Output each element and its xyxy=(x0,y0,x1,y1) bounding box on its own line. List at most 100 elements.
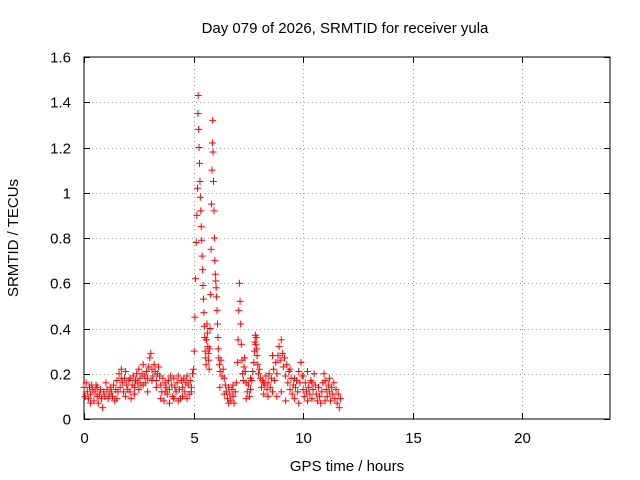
data-point xyxy=(170,395,178,403)
data-point xyxy=(161,388,169,396)
data-point xyxy=(170,374,178,382)
data-point xyxy=(310,370,318,378)
data-point xyxy=(266,383,274,391)
data-point xyxy=(186,377,194,385)
data-point xyxy=(190,347,198,355)
data-point xyxy=(150,361,158,369)
data-point xyxy=(233,358,241,366)
data-point xyxy=(255,365,263,373)
data-point xyxy=(265,370,273,378)
x-axis-label: GPS time / hours xyxy=(290,458,404,475)
y-tick-label: 0.8 xyxy=(50,231,71,248)
data-point xyxy=(126,388,134,396)
data-point xyxy=(146,354,154,362)
data-point xyxy=(196,193,204,201)
data-point xyxy=(254,361,262,369)
data-point xyxy=(196,177,204,185)
data-point xyxy=(203,320,211,328)
data-point xyxy=(260,390,268,398)
data-point xyxy=(117,374,125,382)
data-point xyxy=(297,358,305,366)
data-point xyxy=(275,343,283,351)
data-point xyxy=(82,379,90,387)
data-point xyxy=(204,349,212,357)
data-point xyxy=(242,395,250,403)
data-point xyxy=(194,91,202,99)
data-point xyxy=(211,257,219,265)
data-point xyxy=(197,223,205,231)
data-point xyxy=(235,279,243,287)
data-point xyxy=(301,379,309,387)
data-point xyxy=(183,372,191,380)
data-point xyxy=(174,397,182,405)
data-point xyxy=(200,309,208,317)
data-point xyxy=(206,345,214,353)
y-tick-label: 0.4 xyxy=(50,322,71,339)
data-point xyxy=(195,144,203,151)
data-point xyxy=(99,404,107,412)
data-point xyxy=(234,336,242,344)
data-point xyxy=(205,356,213,364)
chart-title: Day 079 of 2026, SRMTID for receiver yul… xyxy=(202,20,489,37)
data-point xyxy=(199,282,207,290)
data-point xyxy=(181,388,189,396)
data-point xyxy=(231,388,239,396)
data-point xyxy=(157,395,165,403)
data-point xyxy=(205,365,213,373)
data-point xyxy=(332,386,340,394)
data-point xyxy=(118,379,126,387)
data-point xyxy=(212,284,220,292)
data-point xyxy=(122,392,130,400)
x-tick-label: 20 xyxy=(514,430,531,447)
data-point xyxy=(304,367,312,375)
data-point xyxy=(252,340,260,348)
data-point xyxy=(122,367,130,375)
data-point xyxy=(318,388,326,396)
data-point xyxy=(107,388,115,396)
data-point xyxy=(197,207,205,215)
data-point xyxy=(198,252,206,260)
data-point xyxy=(126,374,134,382)
data-point xyxy=(220,374,228,382)
data-point xyxy=(268,352,276,360)
data-point xyxy=(207,291,215,299)
data-point xyxy=(229,381,237,389)
data-point xyxy=(94,399,102,407)
data-point xyxy=(193,211,201,219)
data-series-srmtid xyxy=(80,91,344,412)
data-point xyxy=(215,361,223,369)
data-point xyxy=(321,377,329,385)
data-point xyxy=(216,383,224,391)
data-point xyxy=(211,270,219,278)
data-point xyxy=(194,110,202,118)
data-point xyxy=(306,390,314,398)
data-point xyxy=(315,383,323,391)
data-point xyxy=(199,266,207,274)
data-point xyxy=(236,297,244,305)
data-point xyxy=(208,200,216,208)
data-point xyxy=(325,374,333,382)
data-point xyxy=(135,386,143,394)
data-point xyxy=(264,392,272,400)
data-point xyxy=(113,395,121,403)
data-point xyxy=(130,390,138,398)
data-point xyxy=(179,383,187,391)
data-point xyxy=(304,397,312,405)
data-point xyxy=(317,399,325,407)
data-point xyxy=(295,367,303,375)
data-point xyxy=(203,329,211,337)
y-tick-labels: 0 0.2 0.4 0.6 0.8 1 1.2 1.4 1.6 xyxy=(50,50,71,429)
data-point xyxy=(309,386,317,394)
y-tick-label: 1.2 xyxy=(50,141,71,158)
data-point xyxy=(139,381,147,389)
data-point xyxy=(208,139,216,147)
data-point xyxy=(286,386,294,394)
data-point xyxy=(247,386,255,394)
data-point xyxy=(144,374,152,382)
data-point xyxy=(113,377,121,385)
data-point xyxy=(334,390,342,398)
data-point xyxy=(254,370,262,378)
data-point xyxy=(117,365,125,373)
data-point xyxy=(91,388,99,396)
data-point xyxy=(305,383,313,391)
